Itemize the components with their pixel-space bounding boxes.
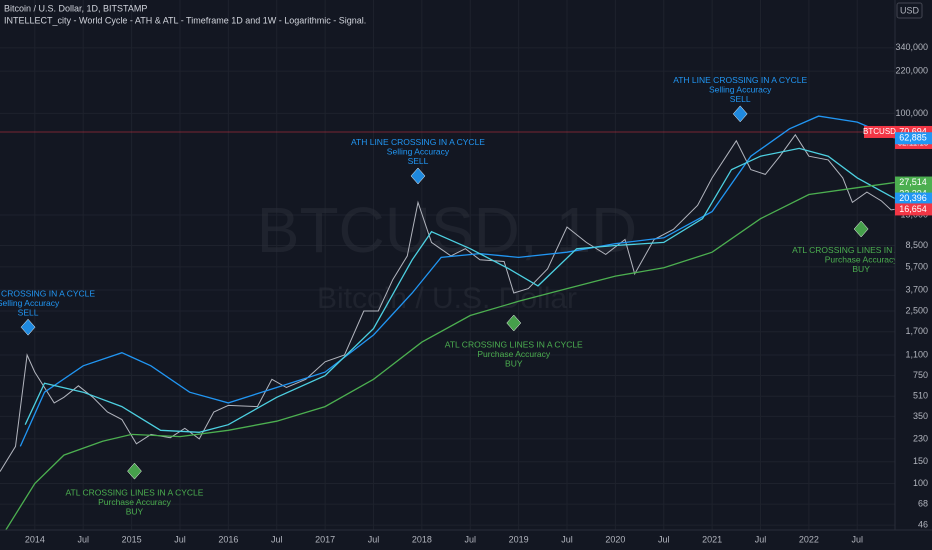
signal-label: BUY (126, 506, 144, 516)
price-label-box (895, 132, 932, 145)
x-tick-label: Jul (271, 534, 283, 544)
signal-label: ATH LINE CROSSING IN A CYCLE (0, 288, 95, 298)
watermark-sub: Bitcoin / U.S. Dollar (317, 282, 577, 315)
y-tick-label: 68 (918, 499, 928, 509)
price-label: 70,694 (899, 126, 927, 136)
y-tick-label: 230 (913, 433, 928, 443)
signal-label: Selling Accuracy (387, 147, 450, 157)
price-label: 20,396 (899, 193, 927, 203)
x-tick-label: 2016 (218, 534, 238, 544)
indicator-title: INTELLECT_city - World Cycle - ATH & ATL… (4, 15, 366, 25)
x-tick-label: Jul (658, 534, 670, 544)
grid (0, 0, 895, 530)
signal-marker (127, 462, 142, 480)
signal-marker (506, 314, 522, 332)
signal-label: Purchase Accuracy (477, 349, 551, 359)
y-tick-label: 100 (913, 478, 928, 488)
x-tick-label: Jul (174, 534, 186, 544)
y-tick-label: 5,700 (905, 261, 928, 271)
series-line (19, 115, 895, 447)
x-tick-label: 2014 (25, 534, 45, 544)
price-label: 27,514 (899, 177, 927, 187)
signal-label: ATH LINE CROSSING IN A CYCLE (673, 75, 807, 85)
signal-label: BUY (852, 264, 870, 274)
signal-label: Selling Accuracy (709, 85, 772, 95)
y-tick-label: 2,500 (905, 305, 928, 315)
price-label: 16,654 (899, 204, 927, 214)
signal-label: Purchase Accuracy (825, 255, 899, 265)
symbol-label: BTCUSD (863, 127, 896, 136)
y-tick-label: 100,000 (895, 108, 928, 118)
signal-label: Selling Accuracy (0, 298, 60, 308)
chart-title: Bitcoin / U.S. Dollar, 1D, BITSTAMP (4, 3, 147, 13)
y-tick-label: 750 (913, 370, 928, 380)
x-tick-label: 2017 (315, 534, 335, 544)
price-label-box (895, 176, 932, 189)
x-tick-label: Jul (368, 534, 380, 544)
y-tick-label: 1,100 (905, 349, 928, 359)
y-tick-label: 3,700 (905, 284, 928, 294)
series-line (24, 147, 895, 433)
x-tick-label: 2015 (122, 534, 142, 544)
symbol-box (864, 125, 895, 138)
watermark: BTCUSD, 1D (257, 194, 638, 266)
signal-marker (853, 220, 869, 238)
signal-marker (732, 105, 748, 123)
signal-label: ATL CROSSING LINES IN A CYCLE (792, 245, 930, 255)
y-tick-label: 350 (913, 411, 928, 421)
y-tick-label: 220,000 (895, 66, 928, 76)
x-tick-label: Jul (755, 534, 767, 544)
signal-label: ATL CROSSING LINES IN A CYCLE (445, 339, 583, 349)
series-line (5, 181, 895, 530)
signal-label: BUY (505, 358, 523, 368)
y-tick-label: 510 (913, 391, 928, 401)
signal-marker (410, 167, 426, 185)
signal-label: ATH LINE CROSSING IN A CYCLE (351, 137, 485, 147)
x-tick-label: 2020 (605, 534, 625, 544)
signal-marker (20, 318, 36, 336)
price-label-box (895, 203, 932, 216)
signal-label: ATL CROSSING LINES IN A CYCLE (66, 487, 204, 497)
x-tick-label: Jul (464, 534, 476, 544)
signal-label: SELL (730, 94, 751, 104)
currency[interactable]: USD (900, 5, 920, 15)
x-tick-label: 2018 (412, 534, 432, 544)
y-tick-label: 8,500 (905, 240, 928, 250)
x-tick-label: Jul (77, 534, 89, 544)
x-tick-label: 2022 (799, 534, 819, 544)
x-tick-label: 2019 (509, 534, 529, 544)
x-tick-label: Jul (852, 534, 864, 544)
price-label: 62,885 (899, 133, 927, 143)
y-tick-label: 1,700 (905, 326, 928, 336)
axes: 340,000220,000100,00015,0008,5005,7003,7… (25, 42, 932, 544)
currency-box[interactable] (896, 2, 923, 19)
series-line (0, 133, 895, 472)
price-label-box (895, 192, 932, 205)
x-tick-label: 2021 (702, 534, 722, 544)
x-tick-label: Jul (561, 534, 573, 544)
signal-label: SELL (408, 156, 429, 166)
y-tick-label: 46 (918, 520, 928, 530)
signal-label: SELL (18, 307, 39, 317)
signal-label: Purchase Accuracy (98, 497, 172, 507)
y-tick-label: 340,000 (895, 42, 928, 52)
y-tick-label: 150 (913, 456, 928, 466)
